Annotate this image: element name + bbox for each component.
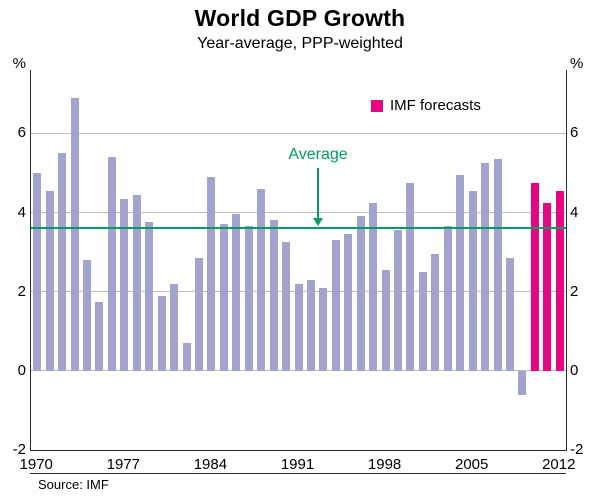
- bar-2006: [481, 163, 490, 371]
- bar-2002: [431, 254, 440, 371]
- bar-1977: [120, 198, 129, 371]
- bar-1976: [107, 157, 116, 371]
- y-tick-label-right--2: -2: [570, 441, 584, 458]
- bar-1987: [244, 226, 253, 371]
- bar-1972: [58, 153, 67, 371]
- bar-1998: [381, 269, 390, 371]
- average-arrow-line: [317, 168, 319, 218]
- bar-1978: [132, 194, 141, 371]
- bar-1981: [170, 283, 179, 371]
- y-tick-label-left--2: -2: [12, 441, 26, 458]
- bar-1970: [33, 172, 42, 371]
- y-tick-label-left-2: 2: [17, 282, 26, 300]
- bar-1994: [331, 240, 340, 371]
- bar-2012: [555, 190, 564, 371]
- x-tick-label-1991: 1991: [280, 456, 315, 473]
- bar-2005: [468, 190, 477, 371]
- y-tick-label-left-0: 0: [17, 361, 26, 379]
- bar-1986: [232, 214, 241, 371]
- bar-1985: [219, 224, 228, 371]
- x-tick-label-1998: 1998: [367, 456, 402, 473]
- bar-2003: [443, 226, 452, 371]
- y-tick-label-right-4: 4: [570, 203, 579, 221]
- gridline-4: [31, 212, 566, 213]
- bar-1996: [356, 216, 365, 371]
- plot-area: [30, 70, 567, 451]
- average-line: [31, 227, 566, 230]
- average-annotation-label: Average: [288, 146, 348, 163]
- x-tick-label-1977: 1977: [106, 456, 140, 473]
- average-arrow-head-icon: [313, 218, 323, 226]
- legend-swatch-icon: [371, 99, 383, 112]
- bar-1979: [145, 222, 154, 371]
- y-tick-label-left-4: 4: [17, 203, 26, 221]
- bar-2007: [493, 159, 502, 371]
- bar-1975: [95, 301, 104, 371]
- bar-1988: [257, 188, 266, 371]
- bar-2011: [543, 202, 552, 371]
- bar-2001: [418, 271, 427, 371]
- bar-2010: [530, 182, 539, 371]
- y-axis-unit-left: %: [12, 55, 26, 72]
- bar-2004: [456, 174, 465, 371]
- bar-1997: [369, 202, 378, 371]
- bar-2000: [406, 182, 415, 371]
- bar-2008: [506, 258, 514, 371]
- bar-1993: [319, 287, 328, 371]
- footer-rule: [30, 473, 566, 474]
- gridline-6: [31, 132, 566, 134]
- bar-1999: [394, 230, 403, 371]
- bar-1984: [207, 176, 216, 371]
- source-note: Source: IMF: [38, 477, 109, 492]
- x-tick-label-2012: 2012: [542, 456, 576, 473]
- y-tick-label-right-6: 6: [570, 124, 579, 142]
- bar-1980: [157, 295, 166, 371]
- bar-1991: [294, 283, 303, 371]
- y-tick-label-left-6: 6: [17, 124, 26, 142]
- y-tick-label-right-0: 0: [570, 361, 579, 379]
- bar-1973: [70, 97, 79, 371]
- bar-1983: [194, 258, 203, 371]
- bar-1982: [182, 343, 191, 371]
- chart-subtitle: Year-average, PPP-weighted: [197, 35, 403, 52]
- x-tick-label-2005: 2005: [454, 456, 489, 473]
- x-tick-label-1970: 1970: [19, 456, 53, 473]
- chart-title: World GDP Growth: [194, 5, 406, 31]
- y-tick-label-right-2: 2: [570, 282, 579, 300]
- legend-label: IMF forecasts: [390, 97, 481, 114]
- x-tick-label-1984: 1984: [193, 456, 228, 473]
- bar-1992: [306, 279, 315, 371]
- bar-1990: [282, 242, 291, 371]
- bar-1989: [269, 220, 278, 371]
- bar-1971: [45, 190, 54, 371]
- bar-1974: [82, 260, 91, 371]
- y-axis-unit-right: %: [570, 55, 584, 72]
- legend: IMF forecasts: [371, 97, 481, 114]
- bar-1995: [344, 234, 353, 371]
- gridline-0: [31, 370, 566, 372]
- bar-2009: [518, 370, 527, 395]
